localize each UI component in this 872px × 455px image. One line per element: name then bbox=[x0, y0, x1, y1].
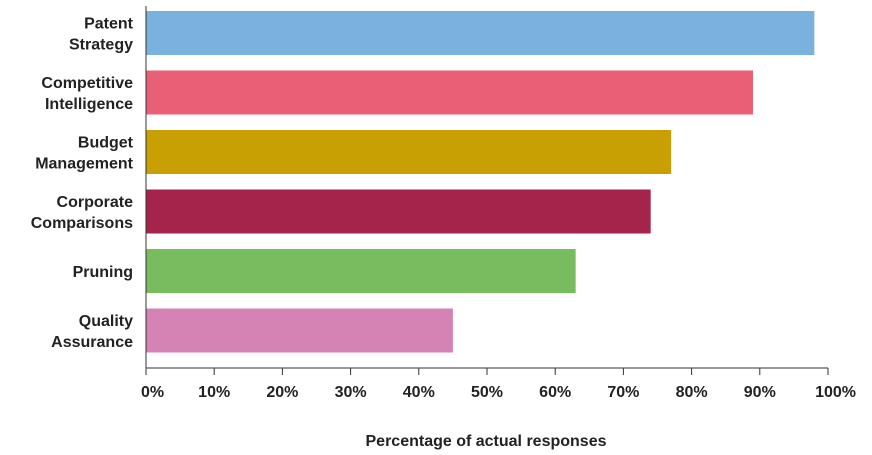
x-axis-ticks: 0% 10% 20% 30% 40% 50% 60% 70% 80% 90% 100% bbox=[141, 368, 856, 401]
category-label-4-line-0: Pruning bbox=[73, 264, 133, 281]
x-tick-label-7: 70% bbox=[607, 384, 639, 401]
category-label-5-line-0: Quality bbox=[79, 313, 133, 330]
category-label-1-line-0: Competitive bbox=[41, 75, 133, 92]
x-tick-label-4: 40% bbox=[403, 384, 435, 401]
bar-3 bbox=[146, 189, 651, 234]
category-labels: Patent Strategy Competitive Intelligence Bud… bbox=[31, 16, 134, 352]
bar-0 bbox=[146, 11, 815, 55]
bars-group bbox=[146, 11, 815, 353]
category-label-0-line-1: Strategy bbox=[69, 37, 133, 54]
category-label-2-line-0: Budget bbox=[78, 135, 134, 152]
x-tick-label-3: 30% bbox=[335, 384, 367, 401]
category-label-0-line-0: Patent bbox=[84, 16, 134, 33]
x-tick-label-6: 60% bbox=[539, 384, 571, 401]
category-label-1-line-1: Intelligence bbox=[45, 96, 133, 113]
x-tick-label-1: 10% bbox=[198, 384, 230, 401]
category-label-5-line-1: Assurance bbox=[51, 334, 133, 351]
x-axis-title: Percentage of actual responses bbox=[366, 433, 607, 450]
bar-1 bbox=[146, 70, 753, 115]
x-tick-label-8: 80% bbox=[676, 384, 708, 401]
bar-4 bbox=[146, 249, 576, 293]
category-label-2-line-1: Management bbox=[35, 156, 133, 173]
category-label-3-line-0: Corporate bbox=[57, 194, 134, 211]
x-tick-label-10: 100% bbox=[815, 384, 856, 401]
bar-5 bbox=[146, 308, 453, 353]
x-tick-label-0: 0% bbox=[141, 384, 164, 401]
x-tick-label-2: 20% bbox=[266, 384, 298, 401]
bar-2 bbox=[146, 130, 672, 174]
category-label-3-line-1: Comparisons bbox=[31, 215, 133, 232]
x-tick-label-5: 50% bbox=[471, 384, 503, 401]
x-tick-label-9: 90% bbox=[744, 384, 776, 401]
